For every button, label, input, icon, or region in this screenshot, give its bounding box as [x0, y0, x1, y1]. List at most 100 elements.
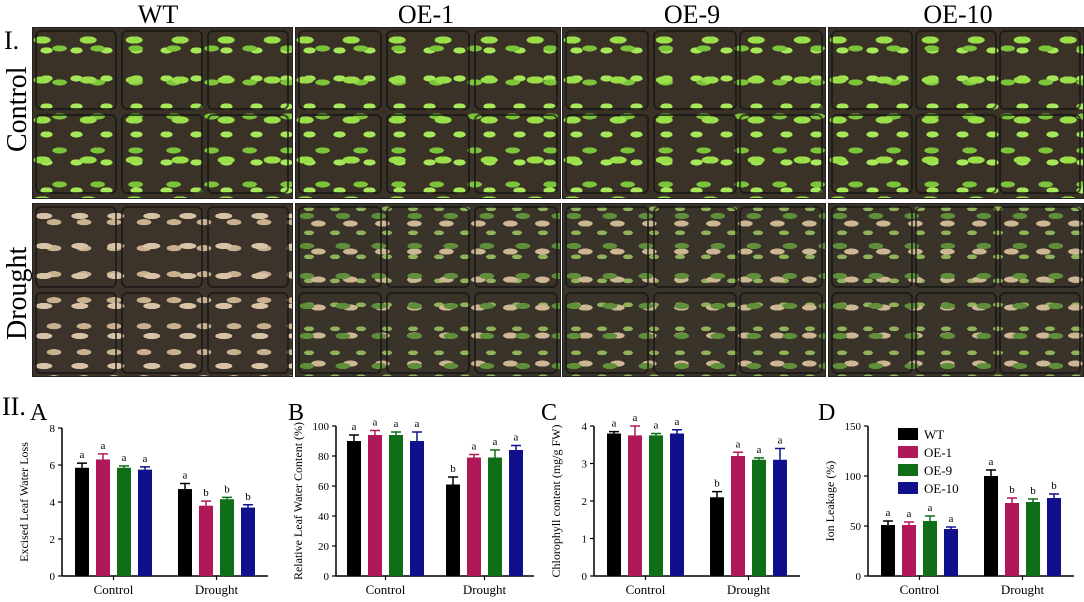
significance-letter: a	[633, 412, 638, 424]
bar-oe-10	[509, 450, 523, 576]
row-label-control: Control	[2, 66, 33, 152]
significance-letter: a	[949, 513, 954, 525]
y-tick-label: 40	[318, 511, 330, 523]
bar-oe-9	[488, 457, 502, 576]
photo-oe1-control	[295, 27, 561, 199]
significance-letter: b	[1051, 480, 1057, 492]
bar-wt	[75, 467, 89, 576]
bar-wt	[178, 489, 192, 576]
significance-letter: a	[415, 418, 420, 430]
y-axis-label: Chlorophyll content (mg/g FW)	[549, 425, 563, 578]
bar-oe-1	[628, 435, 642, 576]
y-tick-label: 6	[50, 460, 56, 472]
bar-oe-10	[773, 459, 787, 576]
y-tick-label: 100	[313, 421, 330, 433]
significance-letter: a	[101, 440, 106, 452]
significance-letter: a	[352, 421, 357, 433]
photo-wt-control	[32, 27, 293, 199]
significance-letter: b	[714, 478, 720, 490]
significance-letter: a	[394, 418, 399, 430]
y-tick-label: 60	[318, 481, 330, 493]
y-tick-label: 80	[318, 451, 330, 463]
y-tick-label: 0	[856, 571, 862, 583]
section-label-ii: II.	[2, 392, 26, 421]
significance-letter: a	[675, 416, 680, 428]
panel-letter-c: C	[541, 400, 557, 426]
bar-wt	[710, 497, 724, 576]
bar-oe-9	[649, 435, 663, 576]
significance-letter: b	[1009, 484, 1015, 496]
legend-label-wt: WT	[924, 427, 944, 442]
x-tick-label: Drought	[1001, 582, 1045, 597]
bar-oe-9	[220, 499, 234, 576]
photo-oe9-drought	[562, 203, 826, 377]
x-tick-label: Control	[94, 582, 134, 597]
y-tick-label: 8	[50, 423, 56, 435]
photo-oe9-control	[562, 27, 826, 199]
bar-oe-1	[368, 435, 382, 576]
significance-letter: a	[736, 438, 741, 450]
significance-letter: a	[886, 507, 891, 519]
significance-letter: b	[450, 463, 456, 475]
x-tick-label: Drought	[463, 582, 507, 597]
bar-oe-9	[1026, 502, 1040, 576]
significance-letter: a	[928, 502, 933, 514]
bar-oe-1	[731, 456, 745, 576]
significance-letter: b	[203, 487, 209, 499]
genotype-header-oe9: OE-9	[663, 0, 721, 29]
significance-letter: b	[245, 491, 251, 503]
significance-letter: a	[989, 456, 994, 468]
panel-letter-a: A	[30, 400, 48, 426]
significance-letter: a	[143, 453, 148, 465]
photo-wt-drought	[32, 203, 293, 377]
genotype-header-oe10: OE-10	[923, 0, 993, 29]
y-tick-label: 3	[582, 459, 588, 471]
bar-oe-10	[138, 469, 152, 576]
y-tick-label: 0	[324, 571, 330, 583]
legend-label-oe-9: OE-9	[924, 463, 952, 478]
bar-wt	[984, 476, 998, 576]
bar-wt	[881, 525, 895, 576]
bar-oe-1	[467, 457, 481, 576]
significance-letter: a	[80, 449, 85, 461]
bar-oe-10	[241, 507, 255, 576]
y-tick-label: 0	[50, 571, 56, 583]
y-axis-label: Excised Leaf Water Loss	[17, 442, 31, 562]
y-tick-label: 0	[582, 571, 588, 583]
significance-letter: a	[612, 418, 617, 430]
genotype-header-oe1: OE-1	[397, 0, 455, 29]
bar-oe-1	[1005, 503, 1019, 576]
y-tick-label: 4	[50, 497, 56, 509]
significance-letter: a	[514, 432, 519, 444]
x-tick-label: Drought	[727, 582, 771, 597]
x-tick-label: Control	[900, 582, 940, 597]
y-tick-label: 20	[318, 541, 330, 553]
y-tick-label: 50	[850, 521, 862, 533]
bar-wt	[446, 484, 460, 576]
bar-oe-9	[752, 459, 766, 576]
significance-letter: a	[183, 470, 188, 482]
significance-letter: b	[1030, 485, 1036, 497]
significance-letter: a	[778, 435, 783, 447]
legend-label-oe-1: OE-1	[924, 445, 952, 460]
bar-oe-10	[410, 441, 424, 576]
bar-oe-9	[117, 467, 131, 576]
bar-oe-1	[96, 459, 110, 576]
y-tick-label: 2	[582, 496, 588, 508]
y-tick-label: 2	[50, 534, 56, 546]
x-tick-label: Control	[366, 582, 406, 597]
photo-oe10-drought	[828, 203, 1084, 377]
section-label-i: I.	[4, 26, 20, 55]
legend-swatch-oe-9	[898, 464, 918, 476]
photo-oe1-drought	[295, 203, 561, 377]
panel-letter-d: D	[818, 400, 835, 426]
bar-wt	[607, 433, 621, 576]
significance-letter: a	[907, 508, 912, 520]
bar-oe-10	[944, 529, 958, 576]
row-label-drought: Drought	[2, 246, 33, 340]
y-tick-label: 150	[845, 421, 862, 433]
bar-charts: A 0 2 4 6 8 Excised Leaf Water Loss Control a a a a…	[17, 400, 1074, 597]
bar-wt	[347, 441, 361, 576]
bar-oe-1	[902, 525, 916, 576]
y-tick-label: 100	[845, 471, 862, 483]
